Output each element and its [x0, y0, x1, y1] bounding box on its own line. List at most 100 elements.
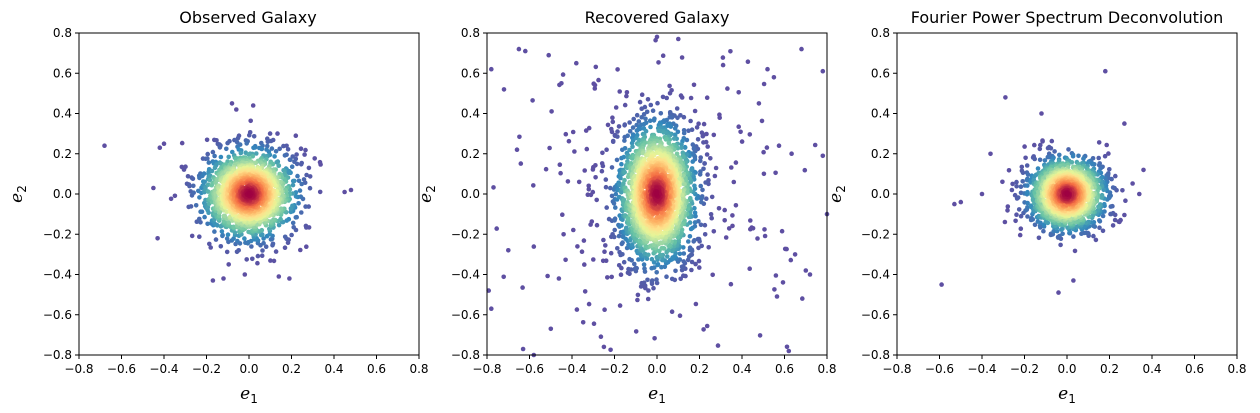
data-point [520, 346, 526, 352]
data-point [757, 333, 763, 338]
data-point [624, 93, 629, 99]
data-point [669, 276, 675, 282]
x-tick-label: 0.2 [690, 362, 709, 376]
panel-observed: Observed Galaxy −0.8 −0.6 −0.4 −0.2 0.0 0.2 0.… [7, 8, 429, 406]
data-point [602, 249, 607, 254]
data-point [616, 124, 622, 129]
data-point [617, 89, 622, 94]
data-point [608, 250, 614, 256]
data-point [613, 205, 618, 210]
data-point [792, 252, 798, 257]
data-point [230, 149, 235, 155]
data-point [681, 273, 686, 279]
y-tick-label: 0.0 [461, 187, 480, 201]
data-point [979, 191, 985, 197]
data-point [613, 105, 619, 110]
data-point [582, 262, 587, 267]
data-point [289, 232, 294, 238]
data-point [560, 212, 565, 217]
data-point [731, 179, 737, 185]
data-point [1102, 153, 1108, 159]
data-point [590, 189, 596, 195]
data-point [700, 133, 706, 139]
data-point [650, 108, 656, 113]
data-point [250, 256, 255, 262]
data-point [627, 120, 632, 125]
data-point [298, 247, 303, 253]
data-point [251, 145, 256, 151]
data-point [1048, 146, 1054, 151]
data-point [1000, 179, 1005, 185]
data-point [277, 146, 283, 152]
data-point [1141, 167, 1146, 173]
data-point [276, 274, 282, 279]
data-point [1110, 223, 1116, 228]
data-point [654, 277, 659, 282]
data-point [728, 49, 733, 54]
data-point [679, 95, 685, 100]
data-point [654, 191, 660, 196]
data-point [191, 190, 196, 195]
data-point [1037, 146, 1043, 152]
data-point [1057, 152, 1062, 158]
data-point [622, 138, 627, 143]
data-point [348, 187, 354, 193]
data-point [276, 222, 282, 228]
data-point [689, 267, 694, 273]
data-point [788, 257, 794, 263]
data-point [312, 156, 318, 161]
data-point [681, 251, 687, 256]
data-point [287, 276, 292, 281]
data-point [307, 174, 313, 179]
data-point [648, 102, 654, 108]
data-point [575, 244, 580, 249]
data-point [269, 146, 275, 151]
data-point [543, 166, 549, 172]
data-point [1108, 211, 1113, 217]
data-point [207, 241, 212, 247]
data-point [762, 233, 768, 239]
data-point [601, 237, 606, 243]
data-point [268, 258, 273, 263]
data-point [593, 175, 598, 180]
data-point [208, 245, 213, 250]
data-point [622, 102, 628, 108]
data-point [807, 272, 813, 277]
data-point [273, 149, 279, 154]
data-point [517, 134, 522, 140]
data-point [603, 177, 609, 182]
data-point [265, 143, 270, 149]
data-point [679, 55, 685, 60]
data-point [717, 115, 722, 120]
data-point [610, 115, 615, 120]
data-point [630, 144, 635, 149]
y-tick-label: −0.2 [43, 227, 72, 241]
data-point [289, 164, 295, 169]
x-tick-label: −0.6 [107, 362, 136, 376]
data-point [1035, 166, 1041, 171]
data-point [518, 161, 524, 166]
data-point [215, 223, 220, 228]
data-point [219, 229, 225, 234]
x-tick-label: 0.8 [817, 362, 836, 376]
data-point [275, 131, 280, 136]
data-point [1066, 147, 1071, 152]
data-point [224, 146, 229, 152]
data-point [1097, 225, 1102, 230]
data-point [247, 191, 252, 197]
data-point [658, 252, 663, 258]
data-point [603, 243, 608, 248]
data-point [1096, 140, 1102, 145]
data-point [696, 245, 701, 251]
data-point [765, 66, 770, 72]
data-point [789, 151, 794, 156]
data-point [151, 185, 156, 191]
x-tick-label: −0.2 [600, 362, 629, 376]
data-point [634, 112, 640, 118]
y-tick-label: 0.8 [53, 26, 72, 40]
data-point [687, 245, 693, 250]
chart-title: Fourier Power Spectrum Deconvolution [911, 8, 1224, 27]
data-point [1032, 142, 1037, 148]
data-point [584, 146, 590, 152]
data-point [231, 224, 236, 230]
